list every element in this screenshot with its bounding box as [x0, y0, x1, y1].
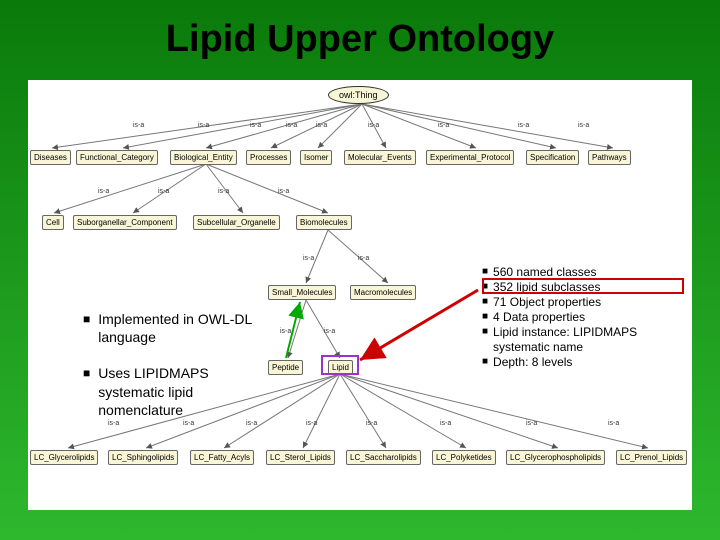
- node-biological-entity: Biological_Entity: [170, 150, 237, 165]
- lipid-highlight-box: [321, 355, 359, 375]
- edge-label: is-a: [98, 188, 109, 195]
- edge-label: is-a: [280, 328, 291, 335]
- node-lc-saccharolipids: LC_Saccharolipids: [346, 450, 421, 465]
- node-processes: Processes: [246, 150, 291, 165]
- edge-label: is-a: [306, 420, 317, 427]
- edge-label: is-a: [286, 122, 297, 129]
- ontology-diagram: is-a is-a is-a is-a is-a is-a is-a is-a …: [28, 80, 692, 510]
- edge-label: is-a: [366, 420, 377, 427]
- node-macromolecules: Macromolecules: [350, 285, 416, 300]
- node-cell: Cell: [42, 215, 64, 230]
- node-lc-glycerolipids: LC_Glycerolipids: [30, 450, 98, 465]
- node-lc-prenol-lipids: LC_Prenol_Lipids: [616, 450, 687, 465]
- subclass-highlight-box: [482, 278, 684, 294]
- node-lc-glycerophospholipids: LC_Glycerophospholipids: [506, 450, 605, 465]
- node-specification: Specification: [526, 150, 579, 165]
- edge-label: is-a: [608, 420, 619, 427]
- edge-label: is-a: [250, 122, 261, 129]
- node-peptide: Peptide: [268, 360, 303, 375]
- node-biomolecules: Biomolecules: [296, 215, 352, 230]
- node-lc-sphingolipids: LC_Sphingolipids: [108, 450, 178, 465]
- slide-title: Lipid Upper Ontology: [0, 0, 720, 61]
- left-bullets: ■Implemented in OWL-DL language ■Uses LI…: [83, 310, 253, 437]
- node-isomer: Isomer: [300, 150, 332, 165]
- node-pathways: Pathways: [588, 150, 631, 165]
- node-diseases: Diseases: [30, 150, 71, 165]
- node-root: owl:Thing: [328, 86, 389, 104]
- edge-label: is-a: [440, 420, 451, 427]
- edge-label: is-a: [368, 122, 379, 129]
- node-lc-sterol-lipids: LC_Sterol_Lipids: [266, 450, 335, 465]
- right-bullet-5: ■Lipid instance: LIPIDMAPS systematic na…: [482, 325, 662, 355]
- node-experimental-protocol: Experimental_Protocol: [426, 150, 514, 165]
- edge-label: is-a: [303, 255, 314, 262]
- right-bullet-4: ■4 Data properties: [482, 310, 662, 325]
- edge-label: is-a: [218, 188, 229, 195]
- edge-label: is-a: [324, 328, 335, 335]
- edge-label: is-a: [278, 188, 289, 195]
- node-suborganellar-component: Suborganellar_Component: [73, 215, 177, 230]
- edge-label: is-a: [438, 122, 449, 129]
- node-molecular-events: Molecular_Events: [344, 150, 416, 165]
- node-small-molecules: Small_Molecules: [268, 285, 336, 300]
- edge-label: is-a: [578, 122, 589, 129]
- node-lc-fatty-acyls: LC_Fatty_Acyls: [190, 450, 254, 465]
- left-bullet-2: ■Uses LIPIDMAPS systematic lipid nomencl…: [83, 364, 253, 419]
- edge-label: is-a: [358, 255, 369, 262]
- edge-label: is-a: [158, 188, 169, 195]
- edge-label: is-a: [316, 122, 327, 129]
- right-bullet-6: ■Depth: 8 levels: [482, 355, 662, 370]
- node-functional-category: Functional_Category: [76, 150, 158, 165]
- edge-label: is-a: [133, 122, 144, 129]
- node-lc-polyketides: LC_Polyketides: [432, 450, 496, 465]
- edge-label: is-a: [518, 122, 529, 129]
- edge-label: is-a: [198, 122, 209, 129]
- node-subcellular-organelle: Subcellular_Organelle: [193, 215, 280, 230]
- right-bullet-3: ■71 Object properties: [482, 295, 662, 310]
- left-bullet-1: ■Implemented in OWL-DL language: [83, 310, 253, 346]
- edge-label: is-a: [526, 420, 537, 427]
